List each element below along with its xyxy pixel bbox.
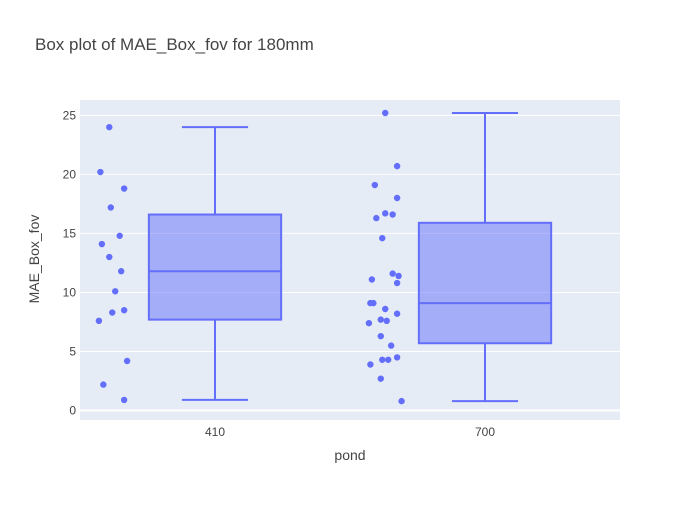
data-point bbox=[120, 306, 128, 314]
data-point bbox=[120, 185, 128, 192]
data-point bbox=[377, 375, 384, 382]
data-point bbox=[367, 361, 374, 368]
data-point bbox=[393, 354, 401, 361]
data-point bbox=[393, 194, 401, 202]
data-point bbox=[379, 356, 386, 363]
data-point bbox=[382, 210, 389, 217]
data-point bbox=[395, 272, 402, 280]
x-tick-label: 700 bbox=[475, 425, 495, 439]
data-point bbox=[371, 181, 379, 189]
data-point bbox=[377, 316, 384, 323]
data-point bbox=[368, 276, 376, 283]
y-tick-label: 5 bbox=[69, 345, 76, 359]
data-point bbox=[377, 332, 384, 340]
data-point bbox=[393, 310, 401, 317]
x-axis-title: pond bbox=[334, 447, 365, 463]
data-point bbox=[123, 357, 131, 365]
data-point bbox=[393, 279, 401, 287]
data-point bbox=[98, 240, 106, 248]
data-point bbox=[95, 317, 103, 325]
data-point bbox=[117, 268, 125, 275]
x-tick-label: 410 bbox=[205, 425, 225, 439]
y-tick-label: 20 bbox=[63, 167, 77, 181]
data-point bbox=[383, 317, 390, 325]
data-point bbox=[389, 211, 396, 218]
y-tick-label: 25 bbox=[63, 108, 77, 122]
y-axis-title: MAE_Box_fov bbox=[26, 215, 42, 304]
chart-title: Box plot of MAE_Box_fov for 180mm bbox=[35, 35, 314, 54]
data-point bbox=[97, 168, 104, 176]
plot-area: 0 5 10 15 20 25 410 700 bbox=[63, 100, 620, 439]
data-point bbox=[365, 319, 373, 327]
data-point bbox=[379, 234, 386, 242]
box-iqr bbox=[417, 221, 553, 345]
data-point bbox=[106, 253, 113, 261]
data-point bbox=[107, 204, 114, 211]
data-point bbox=[398, 397, 405, 405]
data-point bbox=[100, 381, 107, 388]
data-point bbox=[106, 123, 113, 131]
y-tick-label: 10 bbox=[63, 285, 77, 299]
data-point bbox=[370, 299, 377, 307]
y-tick-label: 0 bbox=[69, 404, 76, 418]
box-iqr bbox=[147, 213, 283, 321]
data-point bbox=[389, 270, 396, 277]
y-tick-label: 15 bbox=[63, 226, 77, 240]
data-point bbox=[112, 288, 119, 295]
data-point bbox=[120, 396, 128, 404]
data-point bbox=[382, 109, 389, 117]
data-point bbox=[382, 305, 389, 313]
data-point bbox=[373, 214, 380, 222]
data-point bbox=[387, 342, 395, 349]
data-point bbox=[116, 232, 123, 239]
data-point bbox=[393, 162, 401, 170]
data-point bbox=[109, 309, 116, 316]
data-point bbox=[385, 356, 392, 363]
